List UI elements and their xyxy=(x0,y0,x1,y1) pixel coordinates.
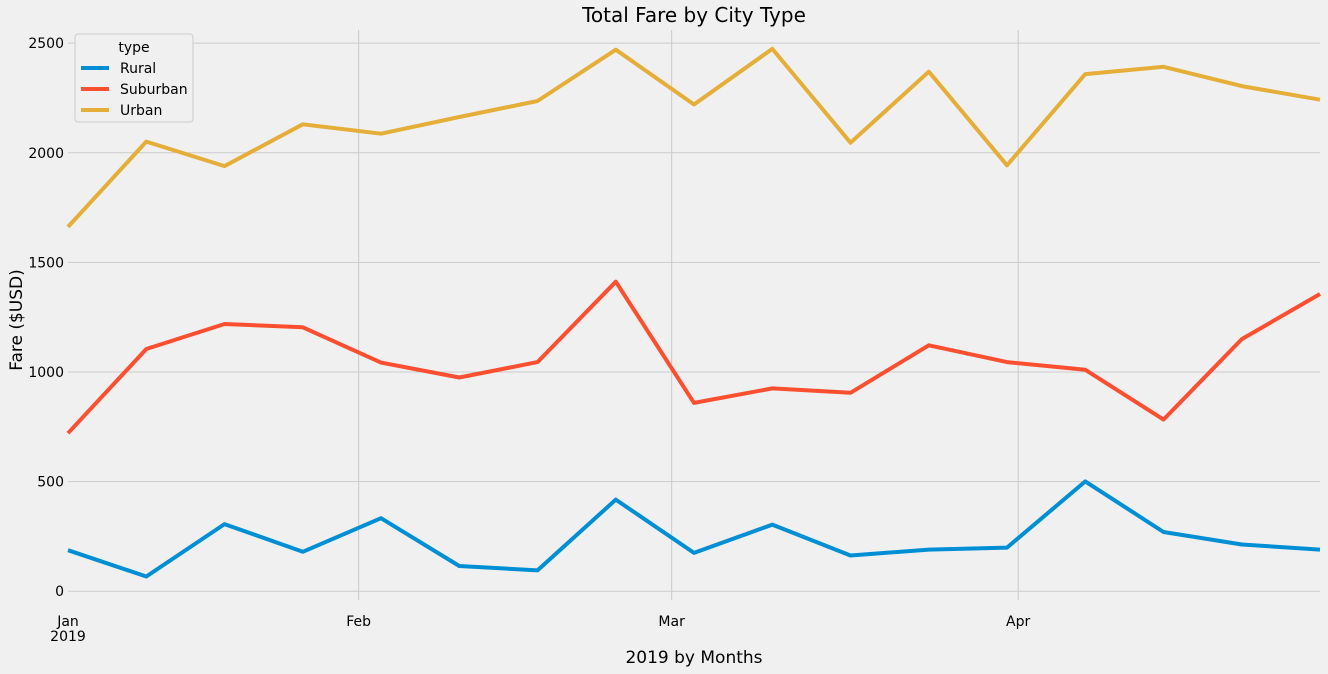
legend-title: type xyxy=(118,40,149,56)
y-tick-labels: 0 500 1000 1500 2000 2500 xyxy=(28,36,64,600)
chart-title: Total Fare by City Type xyxy=(581,3,806,27)
x-axis-title: 2019 by Months xyxy=(625,648,762,668)
legend-label-suburban: Suburban xyxy=(120,82,188,98)
y-tick-label: 500 xyxy=(37,475,64,491)
series-line-rural xyxy=(67,479,1321,579)
x-tick-label: Feb xyxy=(346,614,371,630)
series-line-suburban xyxy=(66,279,1321,435)
series-line-urban xyxy=(66,46,1321,229)
grid xyxy=(68,30,1320,600)
y-tick-label: 2000 xyxy=(28,146,64,162)
y-tick-label: 1500 xyxy=(28,255,64,271)
legend-label-rural: Rural xyxy=(120,61,156,77)
legend-box xyxy=(74,33,194,123)
y-tick-label: 1000 xyxy=(28,365,64,381)
y-axis-title: Fare ($USD) xyxy=(7,269,27,371)
x-tick-label: Mar xyxy=(658,614,685,630)
x-tick-sublabel: 2019 xyxy=(50,629,86,645)
y-tick-label: 0 xyxy=(55,584,64,600)
legend: type Rural Suburban Urban xyxy=(74,33,194,123)
y-tick-label: 2500 xyxy=(28,36,64,52)
x-tick-label: Jan xyxy=(56,614,79,630)
series-lines xyxy=(66,46,1321,579)
x-tick-label: Apr xyxy=(1006,614,1030,630)
legend-label-urban: Urban xyxy=(120,103,162,119)
